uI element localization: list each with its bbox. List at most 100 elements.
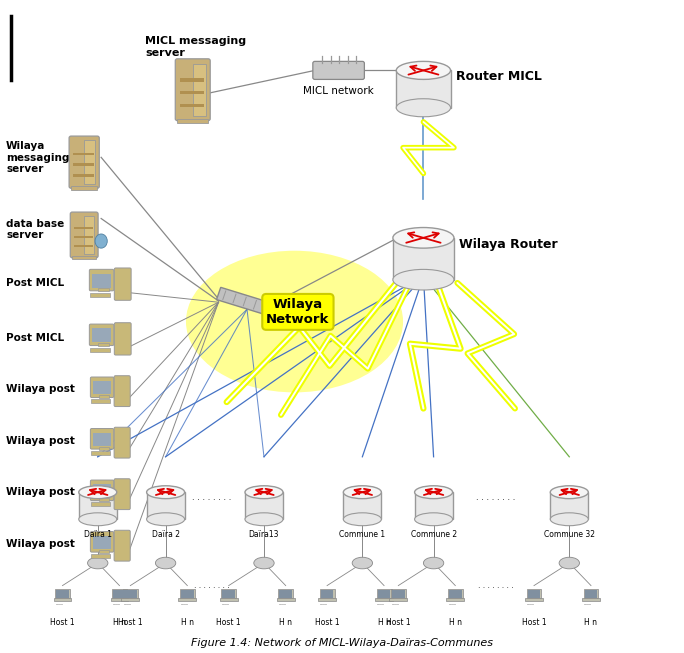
Bar xyxy=(193,63,206,116)
Bar xyxy=(91,502,110,506)
Bar xyxy=(91,400,110,403)
Bar xyxy=(74,236,92,238)
FancyBboxPatch shape xyxy=(90,532,114,552)
Ellipse shape xyxy=(95,234,107,248)
Bar xyxy=(113,590,126,597)
Bar xyxy=(93,535,111,549)
Bar xyxy=(391,589,406,598)
Bar xyxy=(177,119,208,123)
Bar xyxy=(378,590,391,597)
FancyBboxPatch shape xyxy=(114,268,131,300)
Text: Figure 1.4: Network of MICL-Wilaya-Daïras-Communes: Figure 1.4: Network of MICL-Wilaya-Daïra… xyxy=(191,639,493,648)
Bar xyxy=(377,589,391,598)
Bar xyxy=(73,256,96,259)
Bar xyxy=(245,492,283,519)
FancyBboxPatch shape xyxy=(90,428,114,449)
Bar xyxy=(585,590,597,597)
Ellipse shape xyxy=(245,513,283,526)
Bar xyxy=(447,597,464,601)
Ellipse shape xyxy=(343,486,382,499)
Ellipse shape xyxy=(396,99,451,117)
Bar xyxy=(179,597,196,601)
Text: Wilaya post: Wilaya post xyxy=(6,539,75,549)
Text: ....: .... xyxy=(180,601,188,606)
Text: ....: .... xyxy=(319,601,328,606)
Bar xyxy=(55,589,70,598)
Bar xyxy=(389,597,407,601)
Bar xyxy=(180,589,195,598)
Ellipse shape xyxy=(88,557,108,569)
Bar xyxy=(221,589,236,598)
Bar xyxy=(280,590,292,597)
Text: Daïra 1: Daïra 1 xyxy=(83,530,111,539)
FancyBboxPatch shape xyxy=(70,212,98,258)
Bar xyxy=(343,492,382,519)
Bar xyxy=(318,597,336,601)
FancyBboxPatch shape xyxy=(114,479,130,509)
FancyBboxPatch shape xyxy=(69,136,99,188)
Bar xyxy=(124,590,137,597)
Text: . . . . . . . .: . . . . . . . . xyxy=(476,493,516,502)
Bar xyxy=(112,589,127,598)
Text: ....: .... xyxy=(222,601,229,606)
Ellipse shape xyxy=(551,513,588,526)
Bar xyxy=(321,590,333,597)
Polygon shape xyxy=(217,287,278,317)
Text: Wilaya post: Wilaya post xyxy=(6,487,75,497)
Ellipse shape xyxy=(415,513,453,526)
Text: Wilaya
Network: Wilaya Network xyxy=(266,298,330,326)
Text: ....: .... xyxy=(55,601,63,606)
Ellipse shape xyxy=(393,227,454,248)
Text: Post MICL: Post MICL xyxy=(6,332,64,343)
Bar xyxy=(179,91,204,94)
Bar xyxy=(84,140,95,184)
Bar xyxy=(277,597,295,601)
Bar xyxy=(375,597,393,601)
Bar xyxy=(319,589,334,598)
FancyBboxPatch shape xyxy=(114,530,130,561)
Text: Wilaya post: Wilaya post xyxy=(6,436,75,446)
Bar xyxy=(582,597,600,601)
Bar xyxy=(92,274,111,288)
Text: ....: .... xyxy=(377,601,384,606)
Text: ....: .... xyxy=(527,601,535,606)
Bar xyxy=(71,186,97,189)
Text: H n: H n xyxy=(113,618,126,627)
Bar xyxy=(222,590,235,597)
Bar xyxy=(528,590,540,597)
Ellipse shape xyxy=(423,557,444,569)
FancyBboxPatch shape xyxy=(114,427,130,458)
Text: H n: H n xyxy=(181,618,194,627)
Text: Wilaya Router: Wilaya Router xyxy=(460,238,558,251)
Bar xyxy=(99,395,109,398)
Bar xyxy=(179,104,204,107)
Bar xyxy=(73,174,94,177)
Ellipse shape xyxy=(186,251,403,392)
Bar xyxy=(415,492,453,519)
Bar xyxy=(179,78,204,82)
Bar xyxy=(99,550,109,552)
Text: Commune 2: Commune 2 xyxy=(410,530,457,539)
Text: Wilaya post: Wilaya post xyxy=(6,384,75,394)
Bar xyxy=(121,597,140,601)
Text: ....: .... xyxy=(278,601,287,606)
Ellipse shape xyxy=(343,513,382,526)
Ellipse shape xyxy=(146,486,185,499)
Bar xyxy=(90,347,110,351)
Bar xyxy=(93,381,111,394)
FancyBboxPatch shape xyxy=(175,59,210,121)
Ellipse shape xyxy=(551,486,588,499)
Bar xyxy=(551,492,588,519)
Text: Router MICL: Router MICL xyxy=(456,71,542,84)
Bar xyxy=(56,590,69,597)
Bar xyxy=(93,433,111,446)
Bar xyxy=(396,71,451,108)
Text: ....: .... xyxy=(112,601,120,606)
Text: Post MICL: Post MICL xyxy=(6,278,64,288)
Text: H n: H n xyxy=(585,618,598,627)
Text: . . . . . . . .: . . . . . . . . xyxy=(192,493,231,502)
FancyBboxPatch shape xyxy=(90,324,114,345)
Text: Host 1: Host 1 xyxy=(522,618,547,627)
Bar xyxy=(583,589,598,598)
Text: MICL network: MICL network xyxy=(303,86,374,97)
